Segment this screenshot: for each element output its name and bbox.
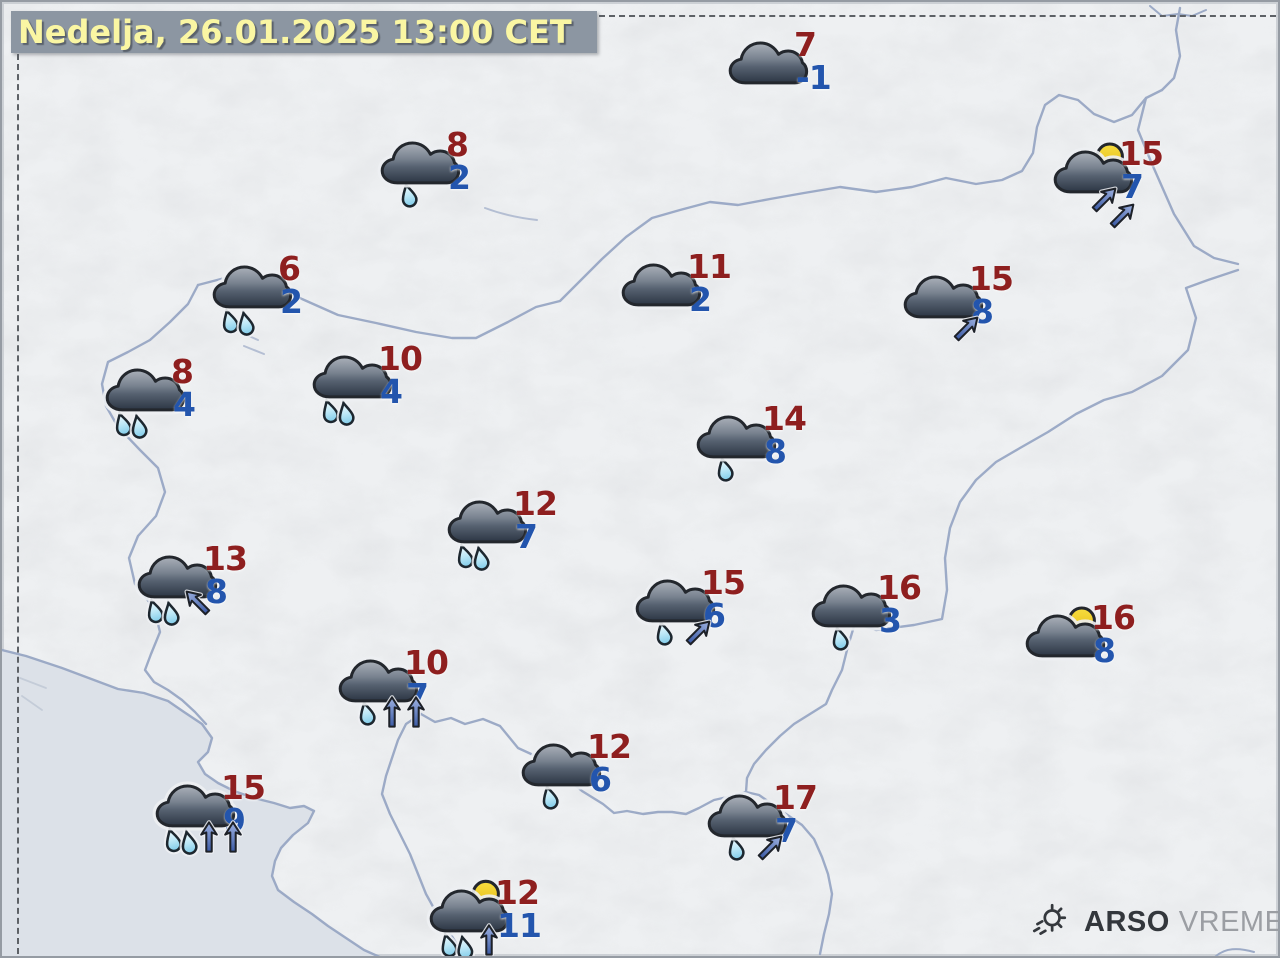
temp-low: -1 [796,58,832,97]
temp-high: 15 [1119,134,1164,173]
temp-low: 3 [879,601,902,640]
page-title: Nedelja, 26.01.2025 13:00 CET [18,13,572,51]
temp-high: 12 [513,484,558,523]
temp-high: 16 [877,568,922,607]
dashed-gridline-vertical [17,54,19,954]
temp-high: 10 [378,339,423,378]
temp-high: 15 [701,563,746,602]
temp-high: 10 [404,643,449,682]
temp-high: 16 [1091,598,1136,637]
wind-arrow-n-icon [472,923,506,957]
logo-agency-text: ARSO [1084,905,1170,938]
temp-low: 2 [280,282,303,321]
temp-high: 12 [587,727,632,766]
temp-high: 15 [969,259,1014,298]
dashed-gridline-horizontal [599,15,1276,17]
temp-high: 11 [687,247,732,286]
temp-low: 4 [380,372,403,411]
wind-arrow-n-icon [216,820,250,854]
temp-low: 6 [589,760,612,799]
wind-arrow-n-icon [399,695,433,729]
country-borders [2,5,1255,956]
temp-high: 14 [762,399,807,438]
temp-high: 8 [171,352,194,391]
temp-low: 4 [173,385,196,424]
temp-high: 15 [221,768,266,807]
logo-product-text: VREME [1178,905,1280,938]
temp-low: 8 [764,432,787,471]
temp-low: 8 [205,572,228,611]
temp-high: 12 [495,873,540,912]
temp-high: 7 [794,25,817,64]
temp-low: 8 [1093,631,1116,670]
temp-high: 13 [203,539,248,578]
temp-low: 7 [515,517,538,556]
temp-high: 6 [278,249,301,288]
temp-high: 8 [446,125,469,164]
temp-low: 7 [1121,167,1144,206]
temp-high: 17 [773,778,818,817]
date-time-title-bar: Nedelja, 26.01.2025 13:00 CET [11,11,597,53]
arso-vreme-logo: ARSO VREME [1028,900,1280,944]
sun-rays-outline-icon [1032,903,1067,935]
temp-low: 2 [689,280,712,319]
temp-low: 2 [448,158,471,197]
temp-low: 11 [497,906,542,945]
